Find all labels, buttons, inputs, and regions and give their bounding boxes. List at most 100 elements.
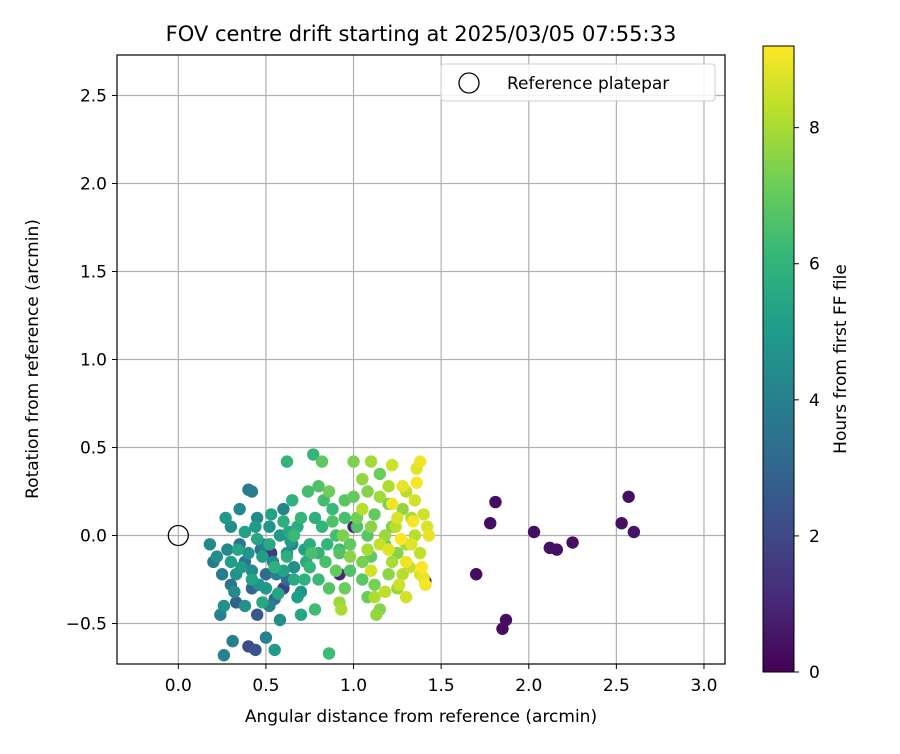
data-point bbox=[417, 508, 430, 521]
data-point bbox=[264, 508, 278, 521]
x-axis-ticks: 0.0 0.5 1.0 1.5 2.0 2.5 3.0 bbox=[165, 664, 717, 696]
x-tick-label: 0.0 bbox=[165, 676, 192, 696]
data-point bbox=[326, 502, 339, 516]
data-point bbox=[385, 497, 399, 511]
chart-title: FOV centre drift starting at 2025/03/05 … bbox=[166, 22, 677, 46]
data-point bbox=[326, 515, 339, 528]
colorbar-tick-label: 0 bbox=[809, 663, 820, 683]
data-point bbox=[350, 520, 364, 533]
data-point bbox=[373, 467, 387, 481]
data-point bbox=[308, 511, 322, 525]
legend: Reference platepar bbox=[440, 63, 716, 102]
data-point bbox=[203, 538, 217, 551]
data-point bbox=[566, 536, 579, 549]
data-point bbox=[399, 590, 413, 604]
data-point bbox=[394, 532, 408, 546]
data-point bbox=[527, 525, 541, 539]
data-point bbox=[268, 560, 281, 574]
data-point bbox=[622, 490, 635, 503]
data-point bbox=[368, 578, 381, 591]
data-point bbox=[256, 596, 269, 609]
data-point bbox=[419, 578, 432, 591]
data-point bbox=[268, 643, 281, 657]
data-point bbox=[410, 476, 423, 489]
data-point bbox=[238, 599, 252, 613]
data-point bbox=[322, 485, 336, 498]
data-point bbox=[263, 520, 276, 533]
data-point bbox=[382, 543, 395, 556]
data-point bbox=[335, 603, 348, 616]
data-point bbox=[301, 485, 315, 498]
data-point bbox=[550, 543, 563, 556]
data-point bbox=[396, 480, 409, 493]
data-point bbox=[238, 525, 252, 539]
data-point bbox=[219, 511, 232, 525]
data-point bbox=[298, 573, 311, 586]
data-point bbox=[287, 529, 301, 542]
data-point bbox=[277, 502, 290, 516]
data-point bbox=[315, 455, 329, 468]
legend-marker bbox=[458, 72, 480, 94]
data-point bbox=[249, 643, 262, 657]
data-point bbox=[259, 582, 273, 595]
data-point bbox=[226, 634, 239, 648]
data-point bbox=[343, 550, 357, 563]
data-point bbox=[315, 520, 329, 533]
y-tick-label: 1.5 bbox=[80, 262, 107, 282]
colorbar-tick-label: 6 bbox=[809, 255, 820, 275]
x-tick-label: 3.0 bbox=[690, 676, 717, 696]
data-point bbox=[399, 555, 413, 569]
data-point bbox=[364, 455, 378, 468]
reference-marker-layer bbox=[167, 524, 189, 547]
data-point bbox=[406, 515, 420, 528]
reference-platepar-marker bbox=[167, 524, 189, 547]
y-tick-label: 0.0 bbox=[80, 527, 107, 547]
data-point bbox=[391, 511, 404, 525]
data-point bbox=[408, 494, 422, 507]
data-point bbox=[250, 532, 264, 546]
x-tick-label: 1.5 bbox=[428, 676, 455, 696]
data-point bbox=[385, 458, 399, 472]
data-point bbox=[322, 582, 336, 595]
data-point bbox=[312, 573, 325, 586]
data-point bbox=[347, 455, 360, 468]
x-tick-label: 2.5 bbox=[603, 676, 630, 696]
data-point bbox=[294, 608, 308, 621]
data-point bbox=[287, 560, 301, 574]
data-point bbox=[347, 490, 360, 503]
data-point bbox=[343, 564, 357, 577]
y-tick-label: 2.5 bbox=[80, 86, 107, 106]
data-point bbox=[312, 480, 325, 493]
data-point bbox=[291, 590, 304, 604]
data-point bbox=[338, 511, 351, 525]
data-point bbox=[286, 494, 299, 507]
y-tick-label: 0.5 bbox=[80, 439, 107, 459]
y-tick-label: 1.0 bbox=[80, 351, 107, 371]
data-point bbox=[361, 543, 374, 556]
data-point bbox=[356, 502, 369, 516]
data-point bbox=[615, 516, 628, 530]
legend-box bbox=[440, 63, 716, 102]
data-point bbox=[356, 555, 369, 569]
y-axis-ticks: −0.5 0.0 0.5 1.0 1.5 2.0 2.5 bbox=[66, 86, 117, 635]
data-point bbox=[250, 608, 264, 621]
data-point bbox=[307, 448, 320, 461]
data-point bbox=[338, 582, 351, 595]
data-point bbox=[224, 555, 238, 569]
data-point bbox=[343, 538, 357, 551]
colorbar-label: Hours from first FF file bbox=[831, 264, 851, 454]
data-point bbox=[210, 550, 224, 563]
data-point bbox=[413, 455, 427, 468]
y-axis-label: Rotation from reference (arcmin) bbox=[23, 219, 43, 499]
data-point bbox=[259, 631, 273, 644]
data-point bbox=[235, 560, 248, 574]
data-point bbox=[221, 543, 234, 556]
data-point bbox=[308, 603, 322, 616]
data-points bbox=[203, 448, 641, 662]
data-point bbox=[484, 516, 497, 530]
data-point bbox=[303, 560, 316, 574]
x-tick-label: 0.5 bbox=[252, 676, 279, 696]
data-point bbox=[364, 564, 378, 577]
data-point bbox=[499, 613, 513, 627]
data-point bbox=[489, 495, 502, 509]
